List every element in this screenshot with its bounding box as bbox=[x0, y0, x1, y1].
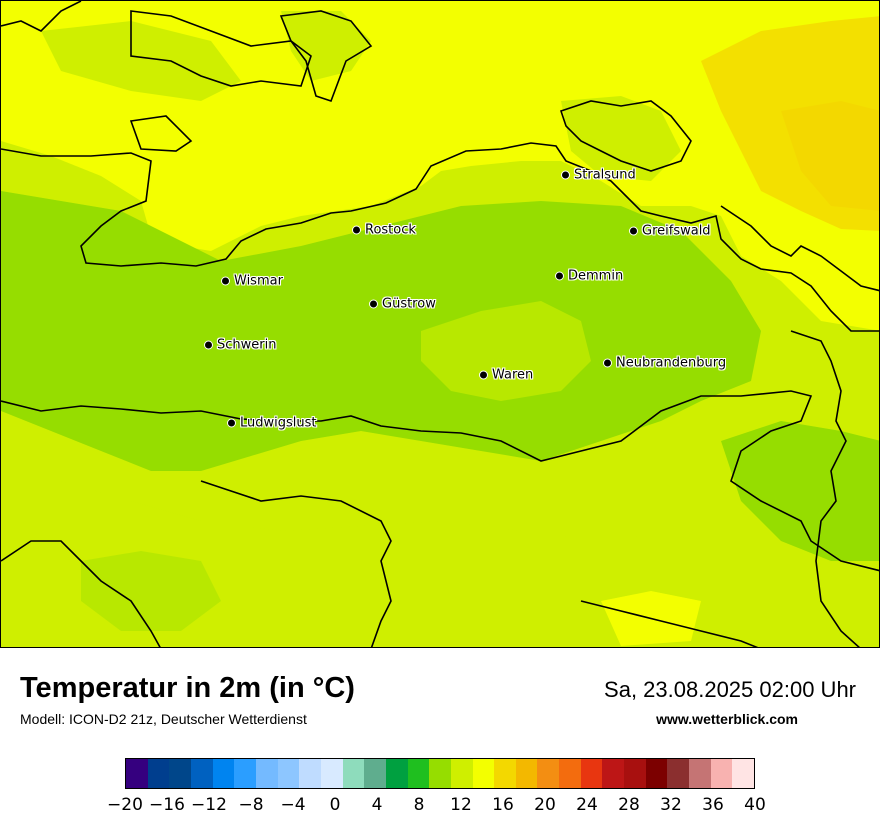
city-dot-icon bbox=[561, 170, 570, 180]
legend-color-swatch bbox=[364, 759, 386, 788]
city-dot-icon bbox=[555, 271, 564, 281]
city-marker-rostock: Rostock bbox=[352, 223, 416, 238]
legend-color-swatch bbox=[190, 759, 213, 788]
city-marker-guestrow: Güstrow bbox=[369, 297, 436, 312]
legend-tick-label: 16 bbox=[492, 795, 514, 815]
legend-color-swatch bbox=[602, 759, 625, 788]
legend-color-swatch bbox=[580, 759, 603, 788]
island-lolland bbox=[41, 21, 241, 101]
legend-tick-label: 36 bbox=[702, 795, 724, 815]
city-label: Waren bbox=[492, 367, 534, 383]
website-link[interactable]: www.wetterblick.com bbox=[656, 711, 798, 727]
coastlines bbox=[1, 1, 879, 647]
legend-tick-label: 12 bbox=[450, 795, 472, 815]
city-label: Stralsund bbox=[574, 167, 636, 183]
legend-tick-label: −16 bbox=[149, 795, 185, 815]
city-marker-stralsund: Stralsund bbox=[561, 168, 636, 183]
temperature-map: Stralsund Rostock Greifswald Wismar Demm… bbox=[0, 0, 880, 648]
legend-tick-label: −8 bbox=[238, 795, 264, 815]
city-label: Demmin bbox=[568, 268, 624, 284]
legend-color-swatch bbox=[255, 759, 278, 788]
southwest-patch bbox=[81, 551, 221, 631]
legend-color-swatch bbox=[537, 759, 560, 788]
map-title: Temperatur in 2m (in °C) bbox=[20, 672, 355, 704]
legend-color-swatch bbox=[234, 759, 256, 788]
legend-color-swatch bbox=[429, 759, 451, 788]
legend-tick-label: 24 bbox=[576, 795, 598, 815]
city-marker-demmin: Demmin bbox=[555, 269, 623, 284]
legend-color-swatch bbox=[342, 759, 365, 788]
city-dot-icon bbox=[352, 225, 361, 235]
color-scale-legend bbox=[125, 758, 755, 789]
city-marker-wismar: Wismar bbox=[221, 274, 283, 289]
city-label: Greifswald bbox=[642, 223, 711, 239]
island-falster bbox=[281, 11, 371, 81]
legend-color-swatch bbox=[169, 759, 191, 788]
city-label: Neubrandenburg bbox=[616, 355, 727, 371]
legend-tick-label: −4 bbox=[280, 795, 306, 815]
legend-color-swatch bbox=[559, 759, 581, 788]
legend-tick-label: 32 bbox=[660, 795, 682, 815]
warm-core-region bbox=[781, 101, 879, 211]
city-marker-waren: Waren bbox=[479, 368, 533, 383]
city-label: Ludwigslust bbox=[240, 415, 317, 431]
legend-tick-label: −12 bbox=[191, 795, 227, 815]
city-dot-icon bbox=[227, 418, 236, 428]
legend-color-swatch bbox=[385, 759, 408, 788]
city-label: Schwerin bbox=[217, 337, 277, 353]
southeast-cool-region bbox=[721, 421, 879, 561]
city-marker-schwerin: Schwerin bbox=[204, 338, 276, 353]
legend-color-swatch bbox=[689, 759, 711, 788]
city-label: Wismar bbox=[234, 273, 283, 289]
legend-color-swatch bbox=[472, 759, 495, 788]
lake-region-warmer bbox=[421, 301, 591, 401]
model-info: Modell: ICON-D2 21z, Deutscher Wetterdie… bbox=[20, 711, 307, 727]
city-dot-icon bbox=[221, 276, 230, 286]
legend-tick-label: 20 bbox=[534, 795, 556, 815]
legend-color-swatch bbox=[277, 759, 300, 788]
city-marker-neubrandenburg: Neubrandenburg bbox=[603, 356, 726, 371]
legend-color-swatch bbox=[407, 759, 430, 788]
city-dot-icon bbox=[204, 340, 213, 350]
legend-color-swatch bbox=[732, 759, 755, 788]
city-dot-icon bbox=[629, 226, 638, 236]
legend-color-swatch bbox=[624, 759, 646, 788]
map-canvas bbox=[1, 1, 879, 647]
city-marker-ludwigslust: Ludwigslust bbox=[227, 416, 317, 431]
island-ruegen bbox=[561, 96, 681, 181]
legend-tick-label: 8 bbox=[413, 795, 425, 815]
legend-color-swatch bbox=[212, 759, 235, 788]
city-label: Güstrow bbox=[382, 296, 436, 312]
legend-color-swatch bbox=[494, 759, 516, 788]
legend-tick-label: −20 bbox=[107, 795, 143, 815]
legend-color-swatch bbox=[645, 759, 668, 788]
legend-tick-label: 28 bbox=[618, 795, 640, 815]
legend-color-swatch bbox=[667, 759, 690, 788]
legend-color-swatch bbox=[147, 759, 170, 788]
city-dot-icon bbox=[603, 358, 612, 368]
legend-tick-label: 40 bbox=[744, 795, 766, 815]
legend-color-swatch bbox=[299, 759, 321, 788]
city-dot-icon bbox=[479, 370, 488, 380]
legend-tick-label: 0 bbox=[329, 795, 341, 815]
city-dot-icon bbox=[369, 299, 378, 309]
legend-color-swatch bbox=[450, 759, 473, 788]
legend-color-swatch bbox=[515, 759, 538, 788]
legend-color-swatch bbox=[710, 759, 733, 788]
legend-color-swatch bbox=[126, 759, 148, 788]
cool-interior-region bbox=[1, 191, 761, 471]
legend-color-swatch bbox=[320, 759, 343, 788]
legend-tick-label: 4 bbox=[371, 795, 383, 815]
forecast-datetime: Sa, 23.08.2025 02:00 Uhr bbox=[604, 677, 856, 702]
city-marker-greifswald: Greifswald bbox=[629, 224, 711, 239]
city-label: Rostock bbox=[365, 222, 416, 238]
